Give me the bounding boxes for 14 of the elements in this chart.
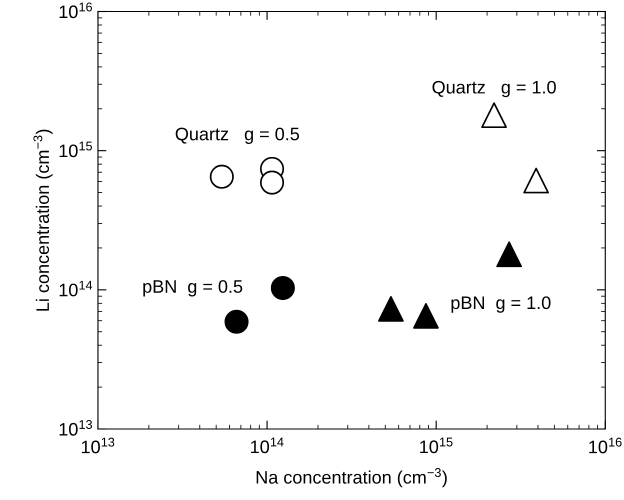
series-label: Quartz g = 1.0 bbox=[432, 80, 556, 98]
x-tick-label: 10$^{16}$ bbox=[589, 438, 622, 454]
y-tick-label: 10$^{16}$ bbox=[60, 2, 92, 18]
y-axis-title: Li concentration (cm$^{−3}$) bbox=[33, 130, 53, 311]
x-tick-label: 10$^{15}$ bbox=[420, 438, 453, 454]
x-axis-title: Na concentration (cm$^{−3}$) bbox=[256, 468, 447, 488]
x-tick-label: 10$^{14}$ bbox=[251, 438, 284, 454]
x-tick-label: 10$^{13}$ bbox=[82, 438, 114, 454]
y-tick-label: 10$^{14}$ bbox=[60, 280, 92, 296]
series-label: Quartz g = 0.5 bbox=[176, 128, 300, 144]
y-tick-label: 10$^{15}$ bbox=[60, 142, 92, 158]
series-label: pBN g = 0.5 bbox=[143, 280, 242, 296]
series-label: pBN g = 1.0 bbox=[452, 296, 551, 313]
y-tick-label: 10$^{13}$ bbox=[60, 420, 92, 436]
